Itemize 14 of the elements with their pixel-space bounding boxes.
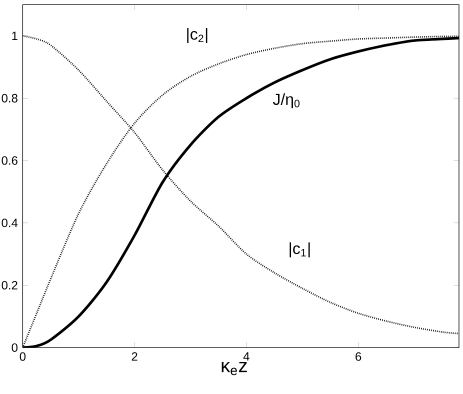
y-tick-label: 0.6 — [2, 156, 18, 165]
x-tick-label: 0 — [20, 352, 26, 361]
annotation: |c$_{1}$| — [290, 242, 310, 258]
x-axis-title: κ$_{e}$z — [222, 362, 247, 375]
y-tick-label: 0.2 — [2, 280, 18, 290]
x-tick-label: 4 — [243, 352, 250, 360]
y-tick-label: 0.4 — [2, 218, 18, 228]
x-tick-label: 2 — [132, 352, 138, 361]
annotation: |c$_{2}$| — [187, 28, 208, 43]
annotation: J/η$_{0}$ — [272, 93, 300, 108]
y-tick-label: 0 — [12, 343, 18, 352]
y-tick-label: 0.8 — [2, 94, 18, 102]
x-tick-label: 6 — [356, 352, 362, 361]
y-tick-label: 1 — [12, 32, 18, 40]
